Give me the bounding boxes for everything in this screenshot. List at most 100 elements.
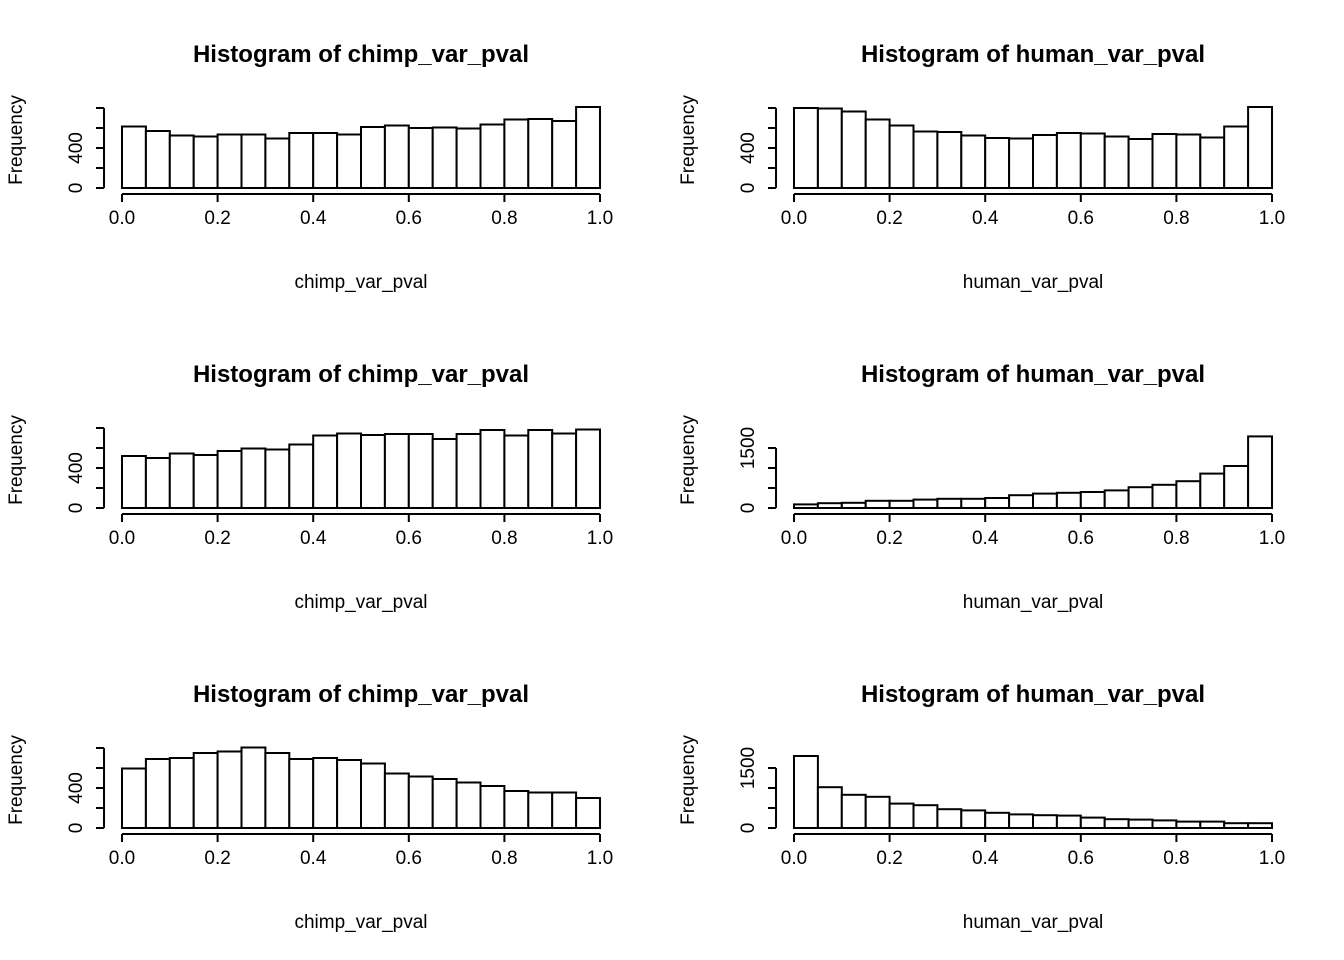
histogram-panel-5: Histogram of chimp_var_pval 0.0 0.2 0.4 0.6 0… (6, 681, 613, 933)
histogram-bar (960, 809, 987, 830)
y-tick-label: 400 (66, 132, 87, 164)
histogram-bar (816, 502, 843, 510)
histogram-bar (312, 757, 339, 829)
histogram-bar (1151, 819, 1178, 830)
histogram-bar (527, 118, 554, 189)
histogram-bar (1055, 491, 1082, 509)
y-tick-label: 1500 (738, 427, 759, 469)
x-tick-label: 1.0 (587, 848, 613, 869)
x-tick-label: 0.2 (204, 208, 230, 229)
y-tick-label: 0 (738, 183, 759, 194)
histogram-bar (407, 127, 434, 189)
y-tick-label: 400 (738, 132, 759, 164)
histogram-bar (840, 793, 867, 829)
histogram-bar (192, 752, 219, 829)
histogram-panel-1: Histogram of chimp_var_pval 0.0 0.2 0.4 0.6 0… (6, 41, 613, 293)
histogram-bar (216, 133, 243, 189)
y-tick-label: 1500 (738, 747, 759, 789)
histogram-bar (1103, 135, 1130, 189)
x-tick-label: 0.8 (491, 848, 517, 869)
x-tick-label: 0.6 (1068, 208, 1094, 229)
x-tick-label: 0.6 (1068, 848, 1094, 869)
histogram-bar (1008, 813, 1034, 830)
histogram-bar (912, 804, 939, 830)
histogram-bar (192, 135, 219, 189)
chart-title: Histogram of chimp_var_pval (193, 41, 529, 68)
histogram-bar (336, 133, 363, 189)
histogram-bar (1127, 138, 1154, 189)
histogram-bar (575, 428, 601, 509)
x-tick-label: 0.2 (876, 528, 902, 549)
histogram-bar (121, 125, 147, 189)
histogram-bar (383, 124, 410, 189)
histogram-bar (360, 126, 386, 189)
histogram-bar (575, 797, 601, 829)
histogram-bar (816, 786, 843, 830)
x-tick-label: 0.8 (491, 208, 517, 229)
histogram-bar (984, 497, 1011, 509)
x-tick-label: 0.4 (300, 848, 327, 869)
x-axis-label: chimp_var_pval (294, 912, 427, 933)
histogram-bar (1223, 465, 1250, 509)
histogram-bar (264, 752, 291, 829)
x-tick-label: 0.4 (972, 528, 999, 549)
histogram-bar (216, 750, 243, 829)
x-axis-label: human_var_pval (963, 592, 1103, 613)
x-tick-label: 0.0 (781, 208, 807, 229)
histogram-bar (527, 791, 554, 829)
y-tick-label: 400 (66, 452, 87, 484)
histogram-bar (144, 130, 171, 189)
histogram-panel-4: Histogram of human_var_pval 0.0 0.2 0.4 0.6 0… (678, 361, 1285, 613)
histogram-bar (936, 808, 963, 830)
x-tick-label: 1.0 (1259, 528, 1285, 549)
histogram-bar (407, 775, 434, 829)
histogram-bar (1079, 132, 1106, 189)
histogram-bar (984, 811, 1011, 829)
x-tick-label: 0.4 (972, 848, 999, 869)
histogram-bar (816, 107, 843, 189)
y-axis-label: Frequency (678, 735, 699, 825)
histogram-bar (1127, 486, 1154, 510)
histogram-bar (1199, 820, 1226, 829)
x-tick-label: 0.2 (876, 848, 902, 869)
chart-title: Histogram of chimp_var_pval (193, 361, 529, 388)
histogram-bar (121, 455, 147, 509)
histogram-bar (888, 499, 915, 509)
histogram-bar (216, 450, 243, 509)
histogram-bar (431, 438, 458, 509)
y-axis-label: Frequency (678, 415, 699, 505)
histogram-bar (168, 134, 195, 189)
histogram-bar (240, 133, 267, 189)
histogram-bar (936, 497, 963, 509)
histogram-bar (1247, 822, 1273, 830)
chart-title: Histogram of chimp_var_pval (193, 681, 529, 708)
histogram-bar (336, 432, 363, 509)
histogram-bar (1223, 822, 1250, 830)
histogram-bar (864, 795, 891, 829)
histogram-bar (503, 434, 530, 509)
histogram-bar (1247, 435, 1273, 509)
x-tick-label: 0.4 (300, 528, 327, 549)
x-axis-label: chimp_var_pval (294, 272, 427, 293)
histogram-bar (121, 767, 147, 829)
x-tick-label: 0.0 (109, 528, 135, 549)
histogram-bar (984, 137, 1011, 189)
x-tick-label: 0.0 (781, 528, 807, 549)
x-tick-label: 0.2 (204, 848, 230, 869)
x-axis-label: chimp_var_pval (294, 592, 427, 613)
histogram-bar (1032, 814, 1058, 830)
x-axis-label: human_var_pval (963, 912, 1103, 933)
histogram-bar (793, 755, 819, 829)
histogram-bar (264, 448, 291, 509)
histogram-bar (288, 758, 315, 829)
histogram-bar (1175, 820, 1202, 829)
histogram-bar (479, 429, 506, 509)
histogram-bar (431, 778, 458, 829)
histogram-bar (479, 123, 506, 189)
histogram-bar (312, 132, 339, 189)
y-tick-label: 400 (66, 772, 87, 804)
y-tick-label: 0 (66, 183, 87, 194)
x-tick-label: 1.0 (587, 208, 613, 229)
histogram-bar (1008, 137, 1034, 189)
histogram-bar (431, 126, 458, 189)
